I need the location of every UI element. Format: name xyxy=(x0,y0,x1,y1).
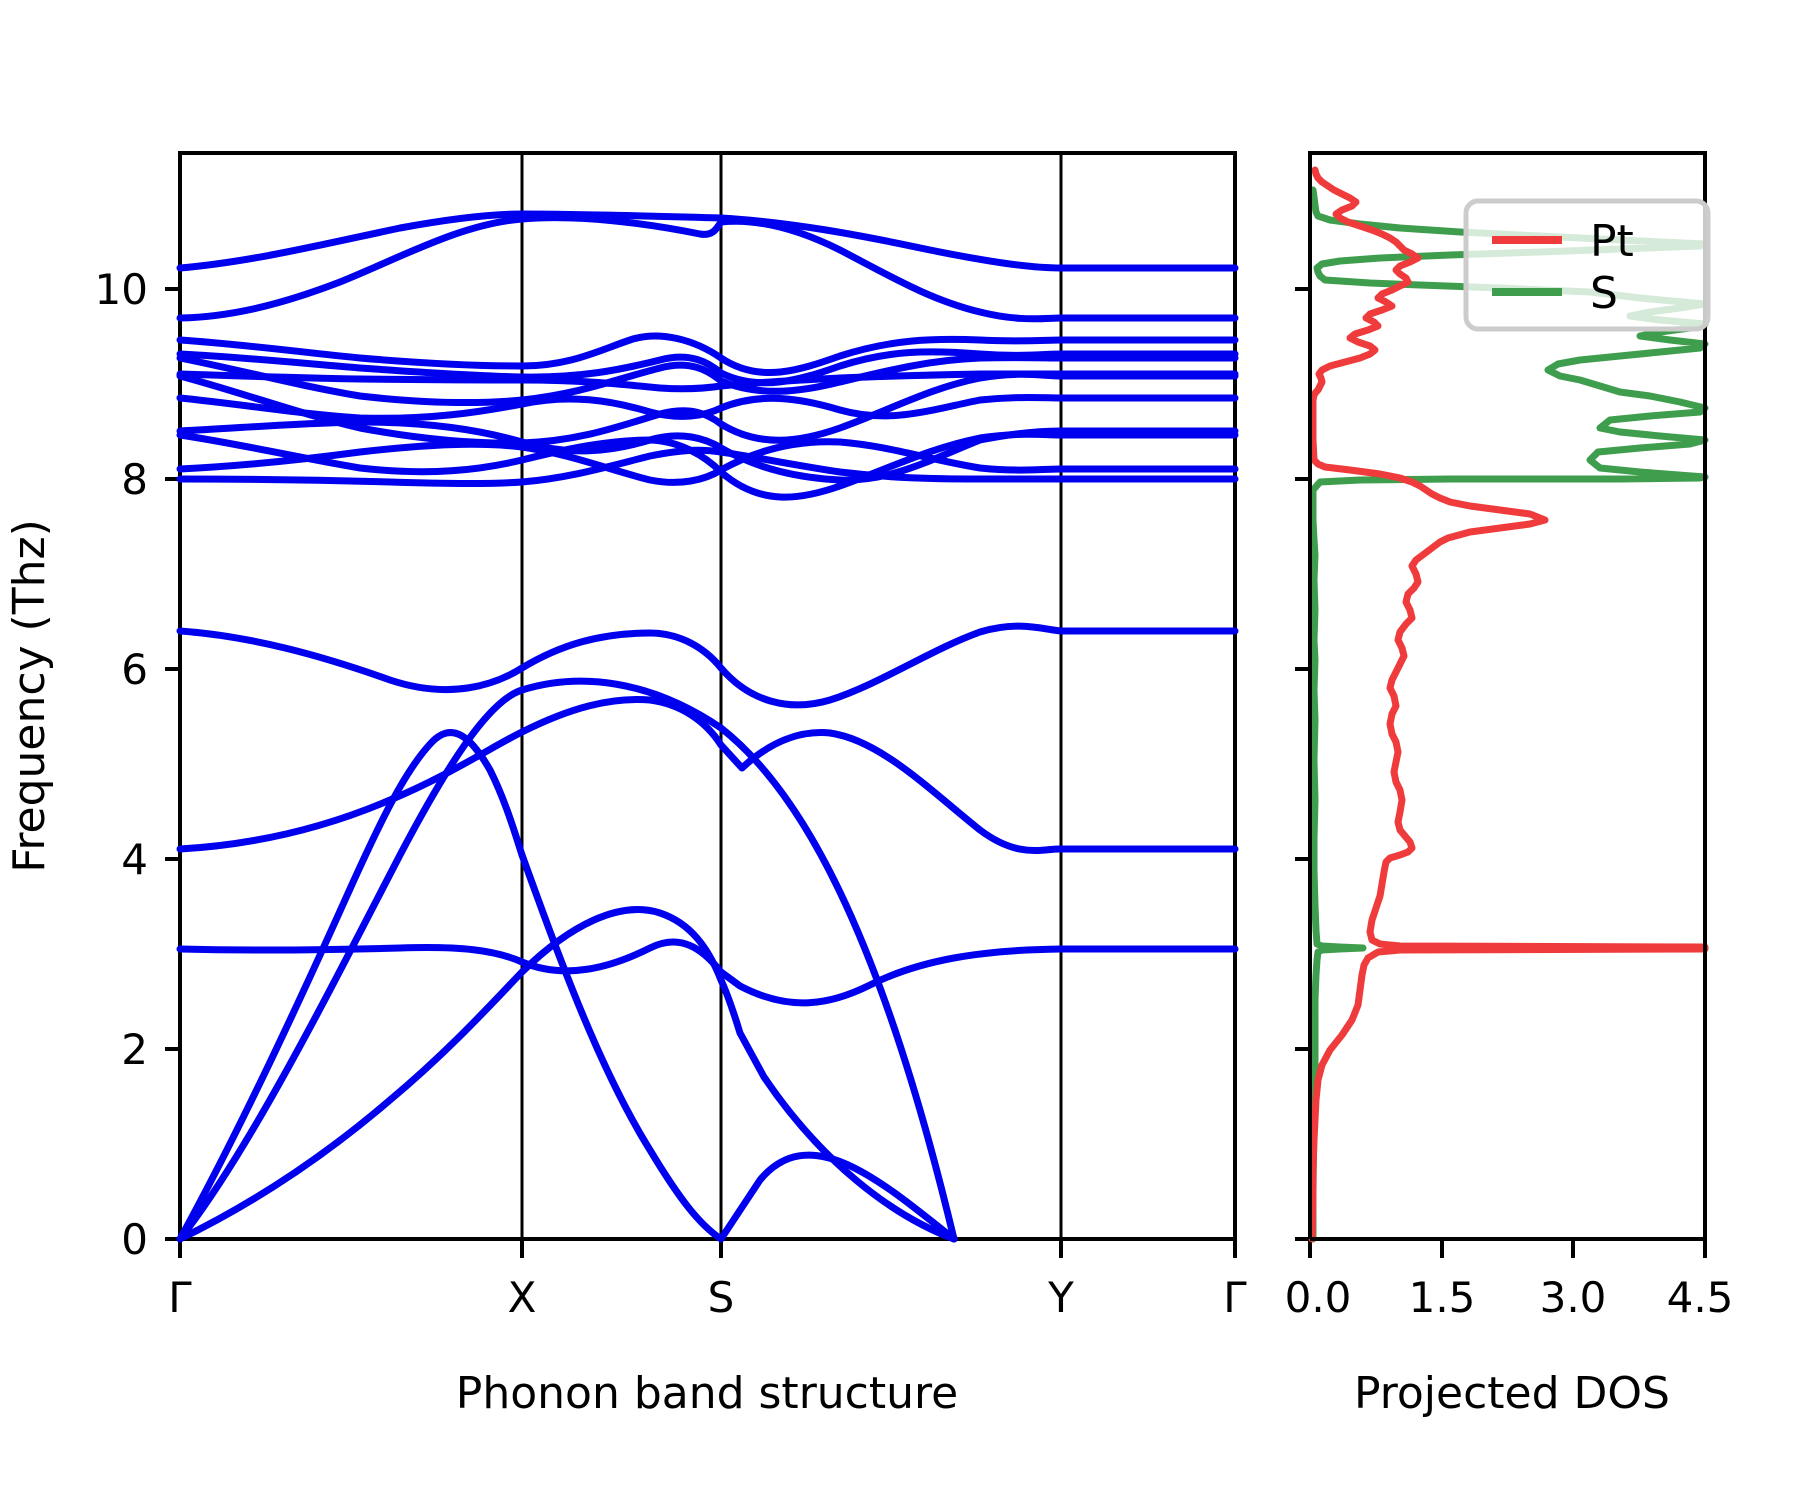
branch-optic-high-2 xyxy=(176,214,1239,323)
band-xtick-S: S xyxy=(708,1273,735,1322)
dos-xtick-4-5: 4.5 xyxy=(1667,1273,1734,1322)
legend-box xyxy=(1463,198,1711,332)
branch-optic-high-7 xyxy=(176,418,1239,484)
dos-x-axis-title: Projected DOS xyxy=(1354,1368,1670,1419)
branch-optic-high-4 xyxy=(176,354,1239,407)
band-y-axis-title: Frequency (Thz) xyxy=(4,519,55,872)
branch-optic-high-3 xyxy=(176,348,1239,387)
branch-acoustic-2 xyxy=(176,729,958,1243)
band-panel-frame xyxy=(178,151,1237,1241)
branch-optic-high-11 xyxy=(176,332,1239,377)
branch-optic-high-12 xyxy=(176,394,1239,422)
dos-panel xyxy=(1295,151,1709,1258)
branch-optic-high-10 xyxy=(176,446,1239,487)
phonon-band-curves xyxy=(176,210,1239,1243)
legend-label-pt: Pt xyxy=(1590,216,1634,267)
dos-xtick-3-0: 3.0 xyxy=(1540,1273,1607,1322)
branch-optic-high-1 xyxy=(176,210,1239,272)
dos-y-ticks xyxy=(1295,287,1310,1241)
dos-xtick-0: 0.0 xyxy=(1285,1273,1352,1322)
band-xtick-Y: Y xyxy=(1047,1273,1074,1322)
band-ytick-8: 8 xyxy=(121,455,148,504)
branch-optic-low-2 xyxy=(176,696,1239,855)
band-ytick-10: 10 xyxy=(95,265,148,314)
dos-x-tick-labels: 0.0 1.5 3.0 4.5 xyxy=(1285,1273,1734,1322)
band-x-tick-labels: Γ X S Y Γ xyxy=(168,1273,1247,1322)
branch-optic-low-3 xyxy=(176,622,1239,709)
branch-acoustic-3 xyxy=(176,906,958,1243)
band-xtick-X: X xyxy=(508,1273,537,1322)
band-ytick-2: 2 xyxy=(121,1025,148,1074)
band-xtick-gamma-left: Γ xyxy=(168,1273,192,1322)
band-panel xyxy=(165,151,1239,1258)
band-ytick-0: 0 xyxy=(121,1215,148,1264)
dos-xtick-1-5: 1.5 xyxy=(1409,1273,1476,1322)
dos-legend[interactable]: Pt S xyxy=(1463,198,1711,332)
branch-optic-low-1 xyxy=(176,938,1239,1007)
legend-label-s: S xyxy=(1590,268,1618,319)
band-xtick-gamma-right: Γ xyxy=(1223,1273,1247,1322)
branch-acoustic-1 xyxy=(176,677,958,1243)
band-ytick-4: 4 xyxy=(121,835,148,884)
band-x-axis-title: Phonon band structure xyxy=(456,1368,958,1419)
branch-optic-high-9 xyxy=(176,438,1239,486)
band-x-ticks xyxy=(178,1239,1237,1258)
dos-x-ticks xyxy=(1308,1239,1707,1258)
band-y-tick-labels: 0 2 4 6 8 10 xyxy=(95,265,148,1264)
branch-optic-high-6 xyxy=(176,370,1239,447)
band-ytick-6: 6 xyxy=(121,645,148,694)
dos-curve-Pt xyxy=(1308,166,1709,1243)
